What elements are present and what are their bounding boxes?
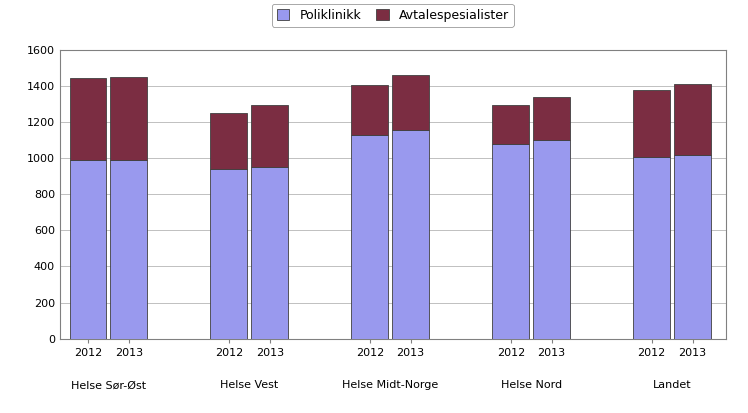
- Bar: [634, 90, 670, 157]
- Text: Helse Midt-Norge: Helse Midt-Norge: [342, 380, 438, 390]
- Bar: [210, 113, 248, 169]
- Bar: [251, 104, 288, 167]
- Bar: [251, 167, 288, 339]
- Bar: [533, 140, 570, 339]
- Text: Helse Vest: Helse Vest: [220, 380, 278, 390]
- Bar: [492, 143, 530, 339]
- Bar: [674, 84, 711, 155]
- Bar: [70, 78, 106, 160]
- Bar: [492, 104, 530, 143]
- Bar: [210, 169, 248, 339]
- Bar: [674, 155, 711, 339]
- Text: Landet: Landet: [653, 380, 691, 390]
- Text: Helse Nord: Helse Nord: [500, 380, 562, 390]
- Bar: [352, 135, 388, 339]
- Legend: Poliklinikk, Avtalespesialister: Poliklinikk, Avtalespesialister: [272, 4, 514, 27]
- Bar: [634, 157, 670, 339]
- Bar: [111, 160, 147, 339]
- Bar: [392, 75, 429, 130]
- Bar: [111, 77, 147, 160]
- Bar: [533, 97, 570, 140]
- Bar: [70, 160, 106, 339]
- Text: Helse Sør-Øst: Helse Sør-Øst: [71, 380, 146, 390]
- Bar: [352, 85, 388, 135]
- Bar: [392, 130, 429, 339]
